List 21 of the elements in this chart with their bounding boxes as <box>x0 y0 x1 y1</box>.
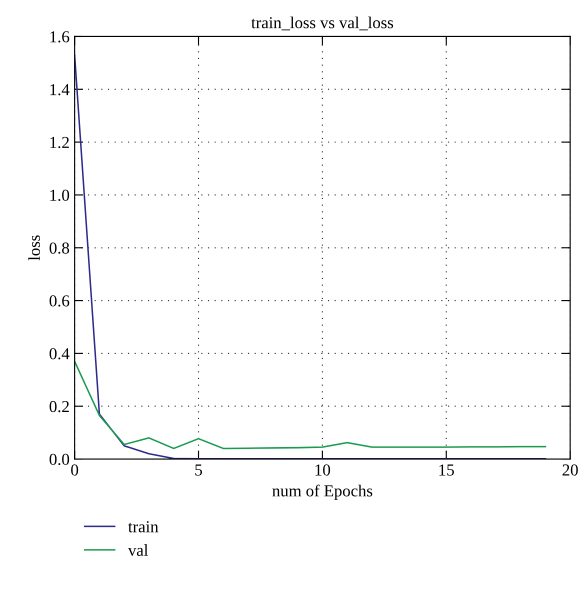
x-tick-label: 10 <box>316 464 330 476</box>
y-tick-label: 1.0 <box>50 190 70 201</box>
chart-title: train_loss vs val_loss <box>251 16 394 30</box>
x-tick-label: 5 <box>195 464 202 476</box>
y-tick-label: 0.6 <box>50 295 70 307</box>
x-tick-label: 20 <box>562 464 578 476</box>
line-series <box>74 54 546 460</box>
y-tick-label: 0.2 <box>50 400 69 412</box>
x-tick-label: 15 <box>439 464 454 476</box>
y-tick-label: 0.8 <box>50 242 70 254</box>
x-axis-title: num of Epochs <box>272 484 372 500</box>
y-tick-label: 1.6 <box>50 31 70 42</box>
legend-label: train <box>128 521 158 532</box>
legend-label: val <box>128 544 148 556</box>
y-tick-label: 0.0 <box>50 454 70 466</box>
y-tick-label: 0.4 <box>50 348 70 360</box>
x-tick-label: 0 <box>71 464 78 476</box>
y-tick-label: 1.4 <box>50 84 70 96</box>
y-tick-label: 1.2 <box>50 136 69 148</box>
y-axis-title: loss <box>28 235 40 260</box>
line-series <box>74 360 546 450</box>
